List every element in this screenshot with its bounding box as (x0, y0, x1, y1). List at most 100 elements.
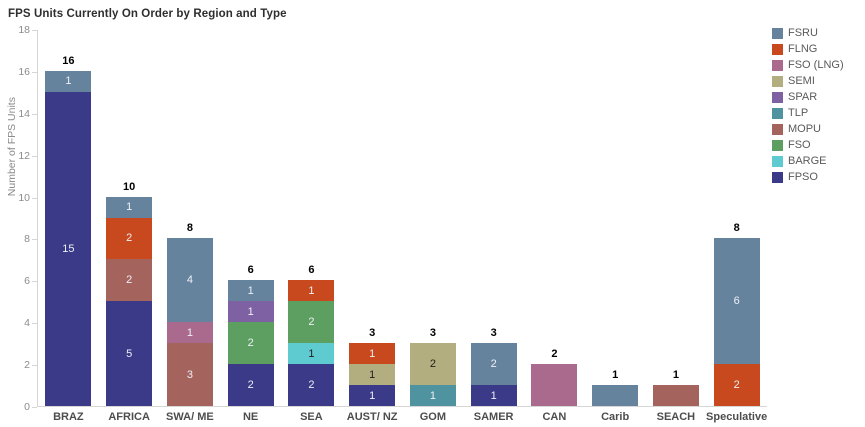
legend-item-semi[interactable]: SEMI (772, 75, 844, 87)
y-axis-tick-label: 16 (18, 65, 30, 78)
y-axis-title: Number of FPS Units (6, 97, 18, 197)
bar-total-label: 3 (369, 327, 376, 340)
bar-segment-barge[interactable]: 1 (288, 343, 335, 365)
y-axis-tick-label: 18 (18, 24, 30, 36)
bar-segment-flng[interactable]: 2 (106, 217, 153, 260)
bar-total-label: 8 (186, 222, 193, 235)
x-axis-category-label: AFRICA (108, 411, 150, 423)
bar-column: 5 2 2 1 10 AFRICA (99, 30, 160, 423)
y-axis-tick (32, 323, 37, 325)
bar-column: 2 2 1 1 6 NE (220, 30, 281, 423)
x-axis-category-label: GOM (419, 411, 447, 423)
bar-segment-flng[interactable]: 1 (349, 343, 396, 365)
bar-segment-fsru[interactable]: 1 (45, 70, 92, 92)
legend-label: SEMI (788, 75, 815, 87)
bar-segment-fpso[interactable]: 1 (349, 385, 396, 406)
legend-item-fpso[interactable]: FPSO (772, 171, 844, 183)
bar-segment-fpso[interactable]: 2 (227, 364, 274, 406)
bar-segment-mopu[interactable]: 2 (106, 259, 153, 302)
bar-segment-tlp[interactable]: 1 (409, 385, 456, 406)
legend-item-barge[interactable]: BARGE (772, 155, 844, 167)
legend-swatch (772, 43, 783, 55)
legend-item-fso[interactable]: FSO (772, 139, 844, 151)
y-axis-tick (32, 407, 37, 408)
legend-item-fsru[interactable]: FSRU (772, 27, 844, 39)
bar-total-label: 3 (429, 327, 436, 340)
legend-label: MOPU (788, 123, 821, 135)
bar-total-label: 6 (247, 264, 254, 277)
bar-stack-seach (652, 385, 699, 406)
legend-swatch (772, 27, 783, 39)
x-axis-category-label: BRAZ (53, 411, 84, 423)
bar-segment-fpso[interactable]: 2 (288, 364, 335, 406)
bar-segment-fsru[interactable]: 1 (106, 196, 153, 218)
y-axis-tick-label: 12 (18, 149, 30, 162)
legend-swatch (772, 75, 783, 87)
bar-column: 2 6 8 Speculative (706, 30, 767, 423)
bar-segment-fsru[interactable]: 2 (470, 343, 517, 386)
bar-segment-fsru[interactable]: 4 (166, 238, 213, 323)
y-axis-tick (32, 281, 37, 283)
y-axis-tick (32, 113, 37, 115)
y-axis-tick (32, 197, 37, 199)
legend-item-spar[interactable]: SPAR (772, 91, 844, 103)
legend-swatch (772, 139, 783, 151)
legend-label: TLP (788, 107, 809, 119)
bar-total-label: 1 (672, 369, 679, 382)
bar-segment-fsru[interactable]: 6 (713, 238, 760, 365)
legend-swatch (772, 107, 783, 119)
x-axis-category-label: CAN (542, 411, 567, 423)
bar-column: 1 SEACH (646, 30, 707, 423)
bar-segment-flng[interactable]: 2 (713, 364, 760, 406)
bar-segment-flng[interactable]: 1 (288, 280, 335, 302)
bars-container: 15 1 16 BRAZ 5 2 2 1 10 AFRICA 3 1 4 8 SWA/ ME 2 2 1 1 6 NE 2… (38, 30, 767, 423)
bar-segment-fpso[interactable]: 5 (106, 301, 153, 406)
bar-total-label: 10 (123, 180, 136, 193)
legend-item-tlp[interactable]: TLP (772, 107, 844, 119)
bar-total-label: 6 (308, 264, 315, 277)
bar-segment-fso[interactable]: 2 (288, 301, 335, 344)
legend-item-fso-lng-[interactable]: FSO (LNG) (772, 59, 844, 71)
bar-segment-semi[interactable]: 1 (349, 364, 396, 386)
legend-item-flng[interactable]: FLNG (772, 43, 844, 55)
bar-segment-fpso[interactable]: 1 (470, 385, 517, 406)
y-axis-tick (32, 71, 37, 73)
bar-segment-fso[interactable]: 2 (227, 322, 274, 365)
legend-label: BARGE (788, 155, 827, 167)
x-axis-category-label: SWA/ ME (166, 411, 214, 423)
bar-segment-fpso[interactable]: 15 (45, 91, 92, 406)
bar-segment-fsru[interactable] (592, 385, 639, 406)
bar-total-label: 2 (551, 348, 558, 361)
bar-segment-mopu[interactable]: 3 (166, 343, 213, 406)
x-axis-category-label: SAMER (473, 411, 514, 423)
bar-segment-fsru[interactable]: 1 (227, 280, 274, 302)
x-axis-category-label: NE (242, 411, 259, 423)
legend-swatch (772, 91, 783, 103)
bar-total-label: 16 (62, 54, 75, 67)
plot-area: Number of FPS Units 0 2 4 6 8 10 12 14 16 18 15 1 1… (6, 24, 767, 423)
legend-label: FSO (LNG) (788, 59, 844, 71)
y-axis-tick-label: 2 (24, 359, 30, 372)
bar-column: 1 2 3 SAMER (463, 30, 524, 423)
bar-segment-fso-lng-[interactable] (531, 364, 578, 406)
bar-stack-carib (592, 385, 639, 406)
bar-column: 15 1 16 BRAZ (38, 30, 99, 423)
bar-segment-semi[interactable]: 2 (409, 343, 456, 386)
bar-segment-spar[interactable]: 1 (227, 301, 274, 323)
y-axis-tick-label: 8 (24, 233, 30, 246)
bar-segment-mopu[interactable] (652, 385, 699, 406)
bar-column: 2 1 2 1 6 SEA (281, 30, 342, 423)
x-axis-category-label: SEACH (656, 411, 696, 423)
chart-title: FPS Units Currently On Order by Region a… (8, 8, 287, 20)
bar-segment-fso-lng-[interactable]: 1 (166, 322, 213, 344)
legend-label: FSO (788, 139, 811, 151)
y-axis-tick (32, 30, 37, 31)
y-axis-tick-label: 0 (24, 401, 30, 413)
legend-item-mopu[interactable]: MOPU (772, 123, 844, 135)
